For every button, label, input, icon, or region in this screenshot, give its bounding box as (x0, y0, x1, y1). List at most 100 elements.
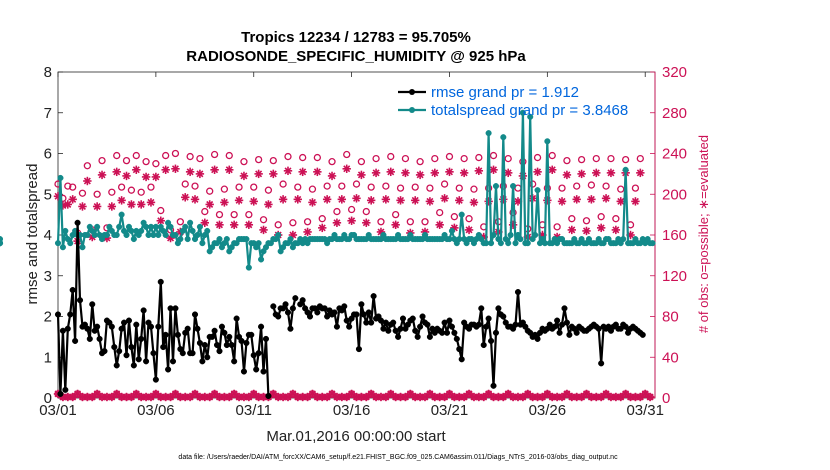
rmse-point (201, 341, 208, 349)
totalspread-point (500, 134, 507, 141)
totalspread-point (116, 223, 123, 230)
obs-evaluated-marker (440, 194, 449, 203)
x-tick-label: 03/11 (236, 402, 272, 419)
totalspread-point (216, 236, 223, 243)
totalspread-point (275, 231, 282, 239)
totalspread-point (492, 183, 500, 190)
obs-possible-marker (577, 155, 586, 164)
obs-evaluated-marker (132, 165, 141, 174)
rmse-point (191, 311, 199, 318)
obs-possible-marker (558, 184, 566, 192)
obs-evaluated-stroke (299, 168, 307, 176)
obs-evaluated-stroke (64, 200, 72, 208)
y-tick-label: 5 (44, 186, 52, 203)
obs-possible-marker (264, 186, 273, 194)
obs-evaluated-stroke (563, 390, 571, 398)
obs-possible-marker (269, 156, 277, 165)
obs-evaluated-stroke (411, 196, 419, 204)
obs-evaluated-marker (489, 165, 498, 174)
obs-possible-marker (553, 223, 561, 231)
y-tick-label: 2 (44, 309, 52, 326)
obs-possible-marker (612, 215, 620, 223)
obs-possible-marker (333, 207, 341, 216)
obs-evaluated-marker (567, 225, 577, 235)
obs-evaluated-marker (298, 167, 307, 177)
rmse-point (485, 315, 492, 322)
rmse-point (113, 362, 120, 369)
rmse-point (275, 313, 282, 320)
totalspread-point (204, 227, 211, 234)
obs-possible-marker (98, 156, 106, 165)
totalspread-point (517, 236, 524, 243)
obs-evaluated-stroke (514, 197, 522, 205)
y-right-tick-label: 200 (662, 186, 687, 203)
obs-evaluated-marker (469, 198, 479, 207)
footer-data-file: data file: /Users/raeder/DAI/ATM_forcXX/… (178, 454, 618, 461)
rmse-point (475, 321, 482, 328)
obs-evaluated-marker (352, 194, 361, 203)
obs-possible-marker (367, 183, 375, 191)
rmse-point (128, 344, 135, 351)
obs-evaluated-marker (386, 167, 395, 177)
rmse-point (331, 309, 338, 316)
obs-evaluated-stroke (455, 196, 463, 204)
obs-evaluated-marker (190, 195, 200, 204)
obs-possible-marker (621, 155, 630, 164)
obs-possible-marker (338, 182, 346, 190)
obs-possible-marker (416, 157, 424, 166)
obs-evaluated-marker (293, 195, 302, 204)
rmse-point (67, 311, 74, 318)
rmse-point (333, 323, 340, 330)
y-tick-label: 3 (44, 268, 52, 285)
obs-evaluated-marker (362, 218, 371, 227)
obs-evaluated-stroke (137, 200, 145, 208)
rmse-point (417, 323, 424, 330)
rmse-point (488, 337, 495, 345)
rmse-point (89, 301, 96, 308)
obs-evaluated-stroke (357, 171, 365, 179)
totalspread-point (507, 231, 514, 239)
obs-evaluated-marker (601, 194, 611, 203)
obs-evaluated-marker (215, 220, 224, 230)
obs-evaluated-marker (122, 171, 131, 181)
totalspread-point (512, 240, 519, 247)
rmse-point (72, 337, 79, 345)
obs-possible-marker (465, 215, 473, 223)
totalspread-point (118, 211, 125, 218)
obs-possible-marker (78, 189, 87, 197)
obs-possible-marker (215, 210, 224, 219)
obs-evaluated-marker (499, 195, 508, 204)
totalspread-point (196, 223, 203, 230)
obs-possible-marker (328, 157, 336, 166)
obs-evaluated-stroke (441, 194, 449, 202)
x-tick-label: 03/16 (333, 402, 371, 419)
rmse-point (233, 315, 240, 322)
rmse-point (165, 366, 172, 373)
totalspread-point (54, 240, 62, 247)
obs-evaluated-stroke (602, 390, 610, 398)
totalspread-point (182, 223, 189, 230)
obs-possible-marker (83, 162, 92, 170)
obs-evaluated-stroke (201, 219, 209, 227)
y-tick-label: 0 (44, 390, 52, 407)
obs-evaluated-marker (181, 193, 190, 202)
obs-possible-marker (347, 205, 356, 214)
rmse-point (130, 362, 137, 369)
obs-evaluated-stroke (123, 172, 131, 180)
obs-evaluated-stroke (78, 202, 86, 210)
obs-evaluated-marker (587, 195, 596, 204)
x-tick-label: 03/31 (626, 402, 664, 419)
obs-evaluated-stroke (328, 172, 336, 180)
obs-possible-marker (318, 215, 326, 223)
y-right-tick-label: 0 (662, 390, 670, 407)
obs-evaluated-marker (107, 202, 117, 211)
obs-evaluated-stroke (255, 170, 263, 178)
obs-evaluated-stroke (387, 390, 395, 398)
obs-possible-marker (372, 154, 380, 163)
totalspread-point (510, 183, 517, 190)
obs-possible-marker (587, 181, 596, 189)
plot-area: 03/01 03/06 03/11 03/16 03/21 03/26 03/3101234… (0, 64, 687, 419)
rmse-point (492, 329, 500, 336)
obs-evaluated-marker (171, 164, 180, 173)
obs-evaluated-marker (259, 225, 268, 235)
